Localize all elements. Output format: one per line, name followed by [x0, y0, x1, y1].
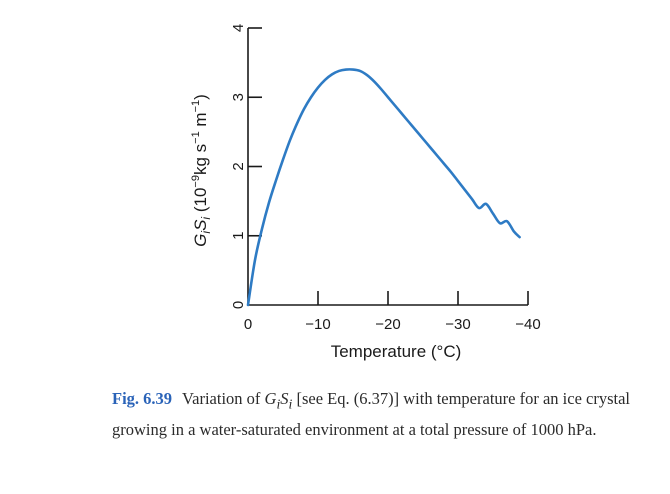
ticks: 0 1 2 3 4 0 −10 −20 −30 −40	[230, 24, 541, 333]
caption-text-before: Variation of	[182, 389, 265, 408]
y-title-sub-2: i	[199, 217, 213, 220]
x-axis-title: Temperature (°C)	[331, 342, 462, 361]
chart-figure: 0 1 2 3 4 0 −10 −20 −30 −40 Temperature (°C) GiSi…	[190, 24, 541, 361]
y-title-units-mid2: m	[191, 112, 210, 131]
y-title-exp-3: −1	[190, 100, 202, 113]
series-line-gisi	[246, 68, 521, 307]
y-title-units-mid: kg s	[191, 144, 210, 175]
caption-symbol-s: S	[280, 389, 289, 408]
chart: 0 1 2 3 4 0 −10 −20 −30 −40 Temperature (°C) GiSi…	[190, 24, 541, 361]
y-title-sub-1: i	[199, 231, 213, 234]
figure-caption: Fig. 6.39 Variation of GiSi [see Eq. (6.3…	[112, 386, 652, 443]
x-tick-label: −40	[515, 316, 540, 333]
caption-symbol-g-sub: i	[276, 396, 281, 412]
y-title-exp-1: −9	[190, 175, 202, 188]
x-tick-label: −30	[445, 316, 470, 333]
caption-text-after: [see Eq. (6.37)] with temperature for an…	[112, 389, 631, 440]
x-tick-label: 0	[244, 316, 252, 333]
y-title-units-close: )	[191, 94, 210, 100]
caption-symbol-s-sub: i	[288, 396, 293, 412]
caption-symbol-g: G	[264, 389, 277, 408]
x-tick-label: −20	[375, 316, 400, 333]
caption-figure-label: Fig. 6.39	[112, 389, 173, 408]
y-title-units-open: (10	[191, 188, 210, 217]
y-tick-label: 2	[230, 162, 247, 170]
y-tick-label: 4	[230, 24, 247, 32]
axes	[247, 28, 528, 306]
y-title-symbol-g: G	[191, 234, 210, 247]
y-tick-label: 3	[230, 93, 247, 101]
y-tick-label: 1	[230, 232, 247, 240]
y-tick-label: 0	[230, 301, 247, 309]
y-title-exp-2: −1	[190, 131, 202, 144]
y-axis-title: GiSi (10−9kg s−1 m−1)	[190, 94, 213, 247]
x-tick-label: −10	[305, 316, 330, 333]
series-layer	[246, 68, 521, 307]
y-title-symbol-s: S	[191, 219, 210, 231]
